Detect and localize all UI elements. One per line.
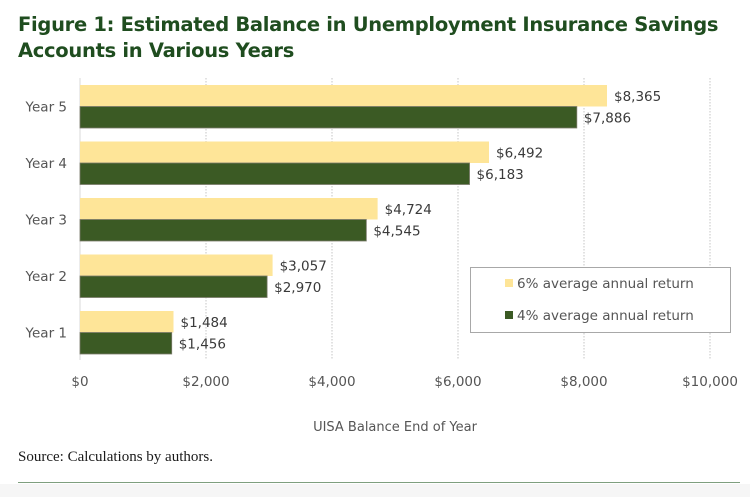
x-axis-title: UISA Balance End of Year bbox=[313, 420, 478, 435]
bar-4pct bbox=[79, 275, 268, 298]
bar-6pct bbox=[80, 198, 378, 220]
divider bbox=[18, 482, 740, 483]
data-label: $6,183 bbox=[477, 167, 524, 183]
data-label: $1,456 bbox=[179, 336, 226, 352]
bar-6pct bbox=[80, 141, 489, 163]
x-tick-label: $4,000 bbox=[308, 374, 355, 390]
footer-band bbox=[0, 484, 750, 497]
bar-6pct bbox=[80, 311, 174, 333]
data-label: $4,545 bbox=[373, 223, 420, 239]
title-line-1: Figure 1: Estimated Balance in Unemploym… bbox=[18, 13, 719, 36]
x-tick-label: $2,000 bbox=[182, 374, 229, 390]
data-label: $2,970 bbox=[274, 280, 321, 296]
legend-swatch-4pct bbox=[505, 311, 513, 319]
category-label: Year 5 bbox=[25, 100, 67, 116]
bar-4pct bbox=[79, 162, 470, 185]
data-label: $4,724 bbox=[385, 202, 432, 218]
bar-6pct bbox=[80, 85, 607, 107]
data-label: $1,484 bbox=[180, 315, 227, 331]
legend-label: 4% average annual return bbox=[517, 308, 694, 324]
category-label: Year 2 bbox=[25, 269, 67, 285]
category-label: Year 1 bbox=[25, 326, 67, 342]
legend-box bbox=[470, 267, 731, 333]
data-label: $7,886 bbox=[584, 110, 631, 126]
legend-label: 6% average annual return bbox=[517, 276, 694, 292]
bar-chart: $0 $2,000 $4,000 $6,000 $8,000 $10,000 UISA Ba… bbox=[25, 78, 738, 435]
data-label: $6,492 bbox=[496, 145, 543, 161]
bar-6pct bbox=[80, 254, 273, 276]
x-tick-label: $0 bbox=[71, 374, 88, 390]
chart-title: Figure 1: Estimated Balance in Unemploym… bbox=[18, 12, 738, 64]
category-label: Year 3 bbox=[25, 213, 67, 229]
legend-swatch-6pct bbox=[505, 279, 513, 287]
source-note: Source: Calculations by authors. bbox=[18, 449, 213, 465]
x-tick-label: $8,000 bbox=[560, 374, 607, 390]
data-label: $8,365 bbox=[614, 89, 661, 105]
category-label: Year 4 bbox=[25, 156, 67, 172]
bar-4pct bbox=[79, 332, 173, 355]
x-tick-label: $6,000 bbox=[434, 374, 481, 390]
x-tick-label: $10,000 bbox=[682, 374, 738, 390]
bar-4pct bbox=[79, 106, 578, 129]
title-line-2: Accounts in Various Years bbox=[18, 39, 295, 62]
data-label: $3,057 bbox=[280, 258, 327, 274]
bar-4pct bbox=[79, 219, 367, 242]
